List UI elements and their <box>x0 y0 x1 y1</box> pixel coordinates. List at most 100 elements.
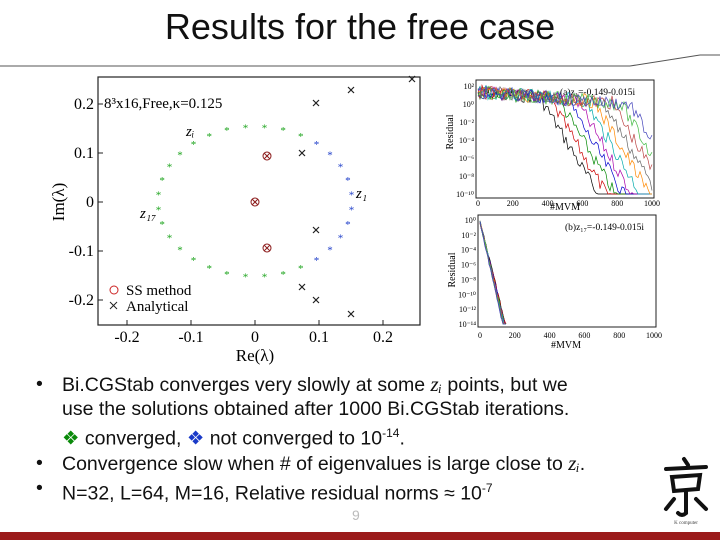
bullet-text: . <box>399 427 405 450</box>
analytical-point <box>312 296 320 304</box>
inset-b-curves <box>479 220 507 325</box>
residual-curve <box>477 86 653 140</box>
bullet-icon: • <box>36 373 43 395</box>
contour-point: * <box>224 125 230 137</box>
bullet-icon: • <box>36 451 43 474</box>
contour-point: * <box>327 245 333 257</box>
tick-label: 400 <box>544 331 556 340</box>
tick-label: 10⁻¹² <box>459 305 477 314</box>
x-tick-label: -0.1 <box>178 329 203 346</box>
tick-label: 200 <box>507 199 519 208</box>
contour-point: * <box>298 131 304 143</box>
contour-point: * <box>338 162 344 174</box>
tick-label: 10⁻⁶ <box>459 154 474 163</box>
footer-bar <box>0 532 720 540</box>
z17-annotation: z₁₇ <box>139 206 156 222</box>
tick-label: 200 <box>509 331 521 340</box>
contour-point: * <box>349 190 355 202</box>
exponent: -7 <box>481 480 493 495</box>
y-tick-label: -0.2 <box>69 292 94 309</box>
bullet-text: N=32, L=64, M=16, Relative residual norm… <box>62 482 482 504</box>
tick-label: 10⁰ <box>463 100 474 109</box>
tick-label: 10⁻⁶ <box>461 261 476 270</box>
contour-point: * <box>159 219 165 231</box>
inset-b-ylabel: Residual <box>447 252 458 287</box>
z1-annotation: z₁ <box>355 186 367 202</box>
contour-point: * <box>207 131 213 143</box>
z-symbol: zᵢ <box>568 450 580 475</box>
contour-point: * <box>159 175 165 187</box>
ss-method-points <box>250 151 272 253</box>
bullet-text: . <box>579 452 586 475</box>
bullet-list: • Bi.CGStab converges very slowly at som… <box>30 372 710 505</box>
analytical-point <box>347 86 355 94</box>
inset-a-ylabel: Residual <box>445 114 456 149</box>
y-tick-label: -0.1 <box>69 243 94 260</box>
residual-inset-b: Residual 10⁰ 10⁻² 10⁻⁴ 10⁻⁶ 10⁻⁸ 10⁻¹⁰ 10⁻¹² 10… <box>447 214 662 351</box>
contour-point: * <box>207 263 213 275</box>
contour-point: * <box>298 263 304 275</box>
legend: SS method Analytical <box>109 283 192 315</box>
x-tick-label: -0.2 <box>114 329 139 346</box>
tick-label: 1000 <box>646 331 662 340</box>
tick-label: 600 <box>576 199 588 208</box>
title-underline <box>0 54 720 67</box>
analytical-point <box>347 310 355 318</box>
contour-point: * <box>345 219 351 231</box>
contour-point: * <box>167 162 173 174</box>
y-tick-label: 0 <box>86 194 94 211</box>
inset-b-label: (b)z₁₇=-0.149-0.015i <box>565 222 644 233</box>
tick-label: 400 <box>542 199 554 208</box>
zi-annotation: zᵢ <box>185 124 194 140</box>
contour-point: * <box>243 272 249 284</box>
x-tick-label: 0 <box>251 329 259 346</box>
analytical-point <box>298 149 306 157</box>
tick-label: 10² <box>464 82 475 91</box>
tick-label: 10⁻⁴ <box>459 136 474 145</box>
bullet-continuation: ❖ converged, ❖ not converged to 10-14. <box>30 421 710 451</box>
bullet-text: points, but we <box>441 374 568 396</box>
contour-point: * <box>167 232 173 244</box>
exponent: -14 <box>382 426 400 440</box>
blue-diamond-icon: ❖ <box>186 427 205 450</box>
x-tick-label: 0.1 <box>309 329 329 346</box>
contour-point: * <box>262 272 268 284</box>
analytical-point <box>408 75 416 83</box>
contour-point: * <box>224 269 230 281</box>
bullet-text: Bi.CGStab converges very slowly at some <box>62 374 431 396</box>
tick-label: 10⁻² <box>459 118 474 127</box>
bullet-item: • Bi.CGStab converges very slowly at som… <box>30 372 710 397</box>
plot-label: 8³x16,Free,κ=0.125 <box>104 96 222 112</box>
contour-point: * <box>327 149 333 161</box>
x-tick-label: 0.2 <box>373 329 393 346</box>
residual-curve <box>477 85 652 195</box>
tick-label: 600 <box>578 331 590 340</box>
legend-analytical: Analytical <box>126 299 188 315</box>
contour-points: ********************** * * * * ****** <box>156 122 355 283</box>
page-number: 9 <box>352 507 360 523</box>
bullet-continuation: use the solutions obtained after 1000 Bi… <box>62 398 570 420</box>
bullet-item: • Convergence slow when # of eigenvalues… <box>30 451 710 476</box>
inset-a-xlabel: #MVM <box>550 202 580 213</box>
residual-inset-a: Residual 10² 10⁰ 10⁻² 10⁻⁴ 10⁻⁶ 10⁻⁸ 10⁻¹⁰ 0 20… <box>445 79 660 213</box>
analytical-points <box>298 75 416 318</box>
tick-label: 800 <box>611 199 623 208</box>
residual-curve <box>477 86 653 157</box>
contour-point: * <box>191 139 197 151</box>
contour-point: * <box>262 122 268 134</box>
bullet-text: converged, <box>79 427 187 450</box>
z-symbol: zᵢ <box>430 372 442 396</box>
contour-point: * <box>177 149 183 161</box>
slide-title: Results for the free case <box>164 6 556 47</box>
results-figure: 0.2 0.1 0 -0.1 -0.2 -0.2 -0.1 0 0.1 0.2 … <box>49 75 662 365</box>
contour-point: * <box>191 255 197 267</box>
y-axis-label: Im(λ) <box>49 183 68 221</box>
contour-point: * <box>156 190 162 202</box>
svg-text:K computer: K computer <box>674 521 698 526</box>
contour-point: * <box>338 232 344 244</box>
contour-point: * <box>345 175 351 187</box>
k-computer-logo: K computer <box>664 457 708 526</box>
tick-label: 10⁻¹⁰ <box>458 290 476 299</box>
analytical-point <box>312 99 320 107</box>
contour-point: * <box>349 204 355 216</box>
